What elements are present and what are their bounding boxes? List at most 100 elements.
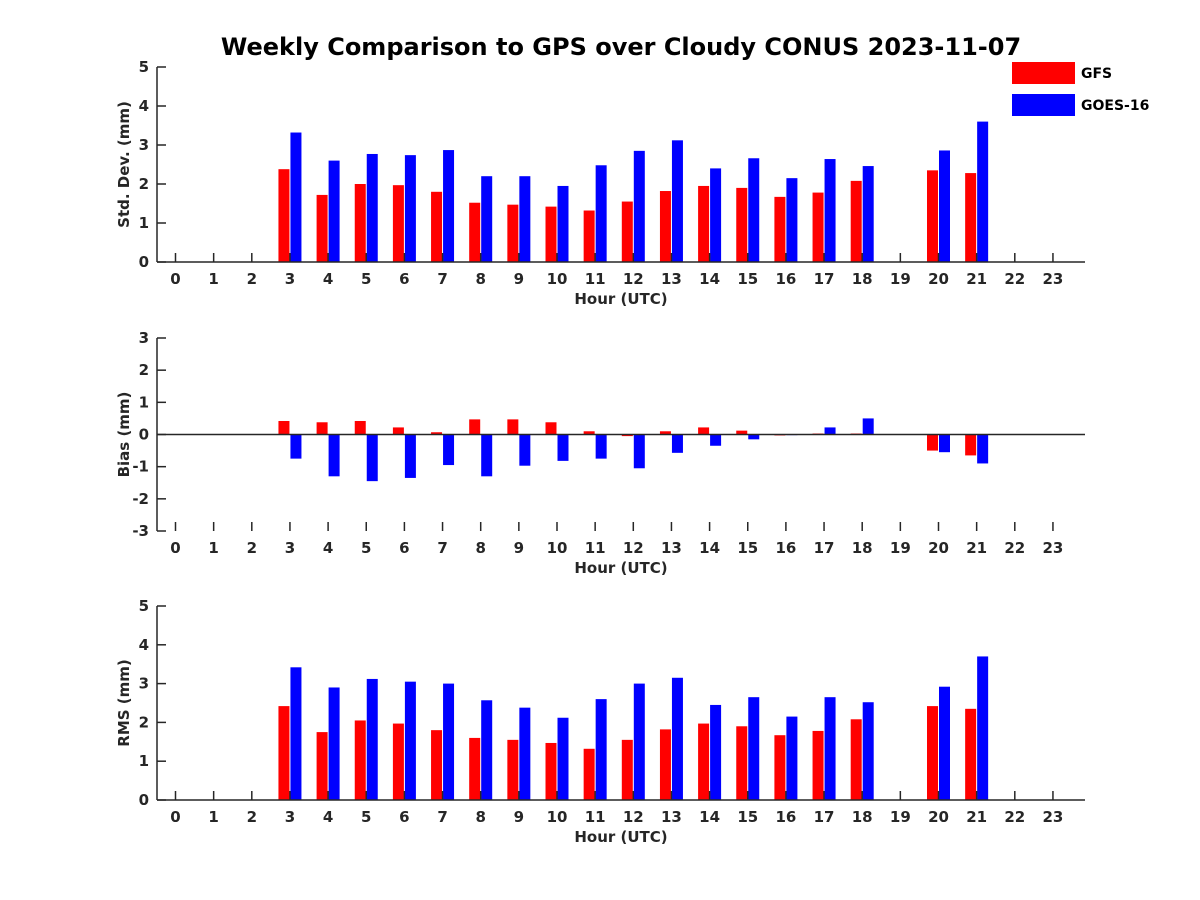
y-tick-label: -3 [132, 522, 149, 540]
x-tick-label: 11 [585, 539, 606, 557]
x-tick-label: 18 [852, 539, 873, 557]
y-tick-label: 1 [139, 393, 149, 411]
bar-gfs-hour-6 [392, 427, 404, 435]
bar-goes-16-hour-4 [328, 160, 340, 262]
bar-gfs-hour-6 [392, 723, 404, 800]
x-tick-label: 12 [623, 808, 644, 826]
x-tick-label: 4 [323, 270, 333, 288]
x-tick-label: 3 [285, 539, 295, 557]
bar-gfs-hour-4 [316, 732, 328, 800]
x-tick-label: 18 [852, 808, 873, 826]
x-tick-label: 16 [775, 270, 796, 288]
legend-label-gfs: GFS [1081, 66, 1112, 82]
x-tick-label: 14 [699, 539, 720, 557]
x-tick-label: 9 [514, 270, 524, 288]
x-tick-label: 21 [966, 539, 987, 557]
bar-gfs-hour-11 [583, 748, 595, 800]
x-tick-label: 6 [399, 539, 409, 557]
bar-goes-16-hour-18 [862, 166, 874, 262]
x-tick-label: 1 [208, 270, 218, 288]
bar-goes-16-hour-21 [977, 434, 989, 464]
bar-goes-16-hour-13 [671, 677, 683, 800]
bar-gfs-hour-21 [965, 708, 977, 800]
bar-gfs-hour-5 [354, 184, 366, 262]
bar-gfs-hour-3 [278, 706, 290, 800]
bar-goes-16-hour-18 [862, 702, 874, 800]
x-tick-label: 5 [361, 270, 371, 288]
bar-goes-16-hour-3 [290, 434, 302, 459]
bar-goes-16-hour-10 [557, 185, 569, 262]
x-tick-label: 11 [585, 270, 606, 288]
bar-goes-16-hour-20 [939, 686, 950, 800]
bar-gfs-hour-15 [736, 187, 748, 262]
bar-gfs-hour-8 [469, 737, 481, 800]
bar-goes-16-hour-3 [290, 667, 302, 800]
y-tick-label: 1 [139, 752, 149, 770]
x-tick-label: 10 [547, 270, 568, 288]
bar-goes-16-hour-12 [633, 683, 645, 800]
bar-goes-16-hour-9 [519, 176, 531, 262]
x-tick-label: 17 [814, 539, 835, 557]
x-tick-label: 10 [547, 539, 568, 557]
bar-goes-16-hour-9 [519, 707, 531, 800]
bar-gfs-hour-5 [354, 720, 366, 800]
x-tick-label: 20 [928, 539, 949, 557]
x-tick-label: 22 [1004, 539, 1025, 557]
x-tick-label: 3 [285, 808, 295, 826]
bar-gfs-hour-5 [354, 420, 366, 435]
bar-goes-16-hour-20 [939, 434, 950, 453]
bar-gfs-hour-13 [659, 191, 671, 262]
bar-goes-16-hour-14 [710, 704, 722, 800]
bar-goes-16-hour-10 [557, 717, 569, 800]
x-tick-label: 19 [890, 808, 911, 826]
x-tick-label: 14 [699, 270, 720, 288]
bar-gfs-hour-10 [545, 422, 557, 435]
x-tick-label: 14 [699, 808, 720, 826]
x-tick-label: 13 [661, 539, 682, 557]
x-tick-label: 21 [966, 270, 987, 288]
x-tick-label: 15 [737, 270, 758, 288]
bar-gfs-hour-11 [583, 431, 595, 435]
bar-gfs-hour-4 [316, 422, 328, 435]
bar-goes-16-hour-18 [862, 418, 874, 435]
x-tick-label: 4 [323, 808, 333, 826]
bar-gfs-hour-7 [431, 432, 443, 435]
bar-goes-16-hour-8 [481, 176, 493, 262]
x-tick-label: 1 [208, 808, 218, 826]
bar-goes-16-hour-15 [748, 434, 760, 440]
bar-goes-16-hour-7 [443, 150, 455, 262]
bar-gfs-hour-20 [927, 170, 938, 262]
x-tick-label: 7 [437, 539, 447, 557]
bar-gfs-hour-11 [583, 210, 595, 262]
x-tick-label: 21 [966, 808, 987, 826]
x-tick-label: 9 [514, 808, 524, 826]
bar-gfs-hour-15 [736, 726, 748, 800]
x-tick-label: 12 [623, 270, 644, 288]
bar-goes-16-hour-6 [404, 155, 416, 262]
x-tick-label: 9 [514, 539, 524, 557]
x-tick-label: 13 [661, 808, 682, 826]
x-axis-label: Hour (UTC) [574, 559, 667, 577]
x-tick-label: 2 [247, 539, 257, 557]
bar-gfs-hour-12 [621, 434, 633, 437]
bar-goes-16-hour-4 [328, 434, 340, 477]
bar-goes-16-hour-6 [404, 681, 416, 800]
bar-goes-16-hour-17 [824, 427, 836, 435]
x-axis-label: Hour (UTC) [574, 828, 667, 846]
bar-gfs-hour-15 [736, 430, 748, 435]
bar-goes-16-hour-20 [939, 150, 950, 262]
bar-goes-16-hour-11 [595, 699, 607, 800]
x-tick-label: 1 [208, 539, 218, 557]
bar-gfs-hour-7 [431, 191, 443, 262]
y-tick-label: 5 [139, 58, 149, 76]
y-tick-label: 0 [139, 791, 149, 809]
bar-gfs-hour-17 [812, 192, 824, 262]
bar-goes-16-hour-13 [671, 140, 683, 262]
bar-goes-16-hour-16 [786, 178, 798, 262]
x-tick-label: 18 [852, 270, 873, 288]
bar-gfs-hour-9 [507, 204, 519, 262]
